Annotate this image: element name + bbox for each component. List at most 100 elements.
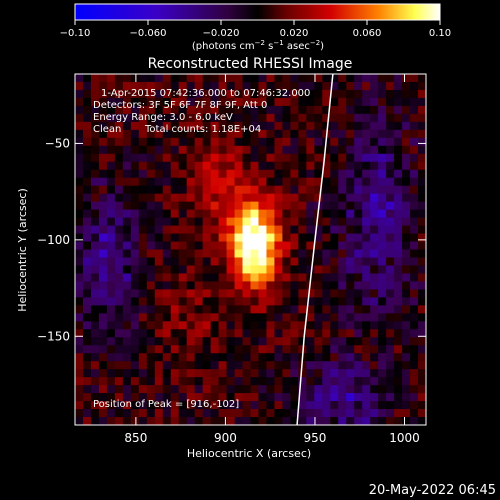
heatmap-cell [210, 169, 220, 179]
heatmap-cell [210, 289, 220, 298]
heatmap-cell [362, 337, 371, 346]
heatmap-cell [362, 74, 371, 83]
heatmap-cell [234, 177, 244, 187]
heatmap-cell [194, 121, 204, 131]
heatmap-cell [106, 377, 116, 386]
heatmap-cell [378, 257, 387, 267]
heatmap-cell [226, 369, 236, 378]
heatmap-cell [314, 153, 323, 163]
heatmap-cell [274, 113, 284, 123]
heatmap-cell [290, 209, 299, 219]
heatmap-cell [90, 305, 100, 314]
heatmap-cell [234, 409, 244, 418]
heatmap-cell [354, 81, 363, 91]
heatmap-cell [378, 113, 387, 123]
heatmap-cell [186, 289, 196, 298]
heatmap-cell [106, 169, 116, 179]
heatmap-cell [98, 169, 108, 179]
annotation-detectors: Detectors: 3F 5F 6F 7F 8F 9F, Att 0 [93, 100, 267, 111]
heatmap-cell [314, 129, 323, 139]
heatmap-cell [410, 161, 419, 171]
heatmap-cell [154, 409, 164, 418]
heatmap-cell [346, 193, 355, 203]
heatmap-cell [130, 305, 140, 314]
heatmap-cell [106, 81, 116, 91]
heatmap-cell [322, 321, 331, 330]
heatmap-cell [338, 105, 347, 115]
heatmap-cell [338, 417, 347, 425]
heatmap-cell [114, 81, 124, 91]
heatmap-cell [170, 129, 180, 139]
heatmap-cell [218, 265, 228, 275]
heatmap-cell [170, 233, 180, 243]
heatmap-cell [290, 329, 299, 338]
heatmap-cell [266, 353, 276, 362]
heatmap-cell [138, 113, 148, 123]
heatmap-cell [314, 81, 323, 91]
heatmap-cell [170, 417, 180, 425]
heatmap-cell [362, 113, 371, 123]
heatmap-cell [234, 209, 244, 219]
heatmap-cell [418, 281, 426, 290]
heatmap-cell [418, 233, 426, 243]
heatmap-cell [330, 185, 339, 195]
heatmap-cell [378, 225, 387, 235]
heatmap-cell [394, 417, 403, 425]
heatmap-cell [146, 161, 156, 171]
heatmap-cell [202, 177, 212, 187]
heatmap-cell [346, 313, 355, 322]
heatmap-cell [170, 193, 180, 203]
heatmap-cell [130, 321, 140, 330]
heatmap-cell [82, 74, 92, 83]
heatmap-cell [282, 129, 291, 139]
heatmap-cell [210, 193, 220, 203]
heatmap-cell [378, 385, 387, 394]
heatmap-cell [178, 273, 188, 283]
heatmap-cell [386, 369, 395, 378]
heatmap-cell [234, 217, 244, 227]
heatmap-cell [130, 265, 140, 275]
heatmap-cell [82, 273, 92, 283]
heatmap-cell [186, 401, 196, 410]
heatmap-cell [194, 305, 204, 314]
heatmap-cell [146, 241, 156, 251]
heatmap-cell [75, 145, 84, 155]
heatmap-cell [330, 393, 339, 402]
heatmap-cell [282, 169, 291, 179]
heatmap-cell [210, 74, 220, 83]
heatmap-cell [274, 137, 284, 147]
heatmap-cell [202, 401, 212, 410]
heatmap-cell [410, 97, 419, 107]
heatmap-cell [266, 345, 276, 354]
heatmap-cell [202, 129, 212, 139]
heatmap-cell [274, 409, 284, 418]
heatmap-cell [338, 265, 347, 275]
heatmap-cell [186, 337, 196, 346]
heatmap-cell [106, 241, 116, 251]
heatmap-cell [354, 409, 363, 418]
heatmap-cell [170, 145, 180, 155]
heatmap-cell [178, 345, 188, 354]
heatmap-cell [418, 193, 426, 203]
heatmap-cell [266, 81, 276, 91]
heatmap-cell [274, 257, 284, 267]
heatmap-cell [306, 169, 315, 179]
heatmap-cell [306, 97, 315, 107]
heatmap-cell [338, 361, 347, 370]
heatmap-cell [370, 401, 379, 410]
heatmap-cell [378, 97, 387, 107]
heatmap-cell [82, 249, 92, 259]
heatmap-cell [114, 401, 124, 410]
heatmap-cell [106, 369, 116, 378]
heatmap-cell [138, 97, 148, 107]
heatmap-cell [386, 417, 395, 425]
heatmap-cell [75, 337, 84, 346]
heatmap-cell [410, 369, 419, 378]
heatmap-cell [234, 273, 244, 283]
heatmap-cell [346, 273, 355, 283]
heatmap-cell [186, 225, 196, 235]
heatmap-cell [138, 74, 148, 83]
heatmap-cell [338, 393, 347, 402]
heatmap-cell [186, 281, 196, 290]
heatmap-cell [242, 361, 252, 370]
